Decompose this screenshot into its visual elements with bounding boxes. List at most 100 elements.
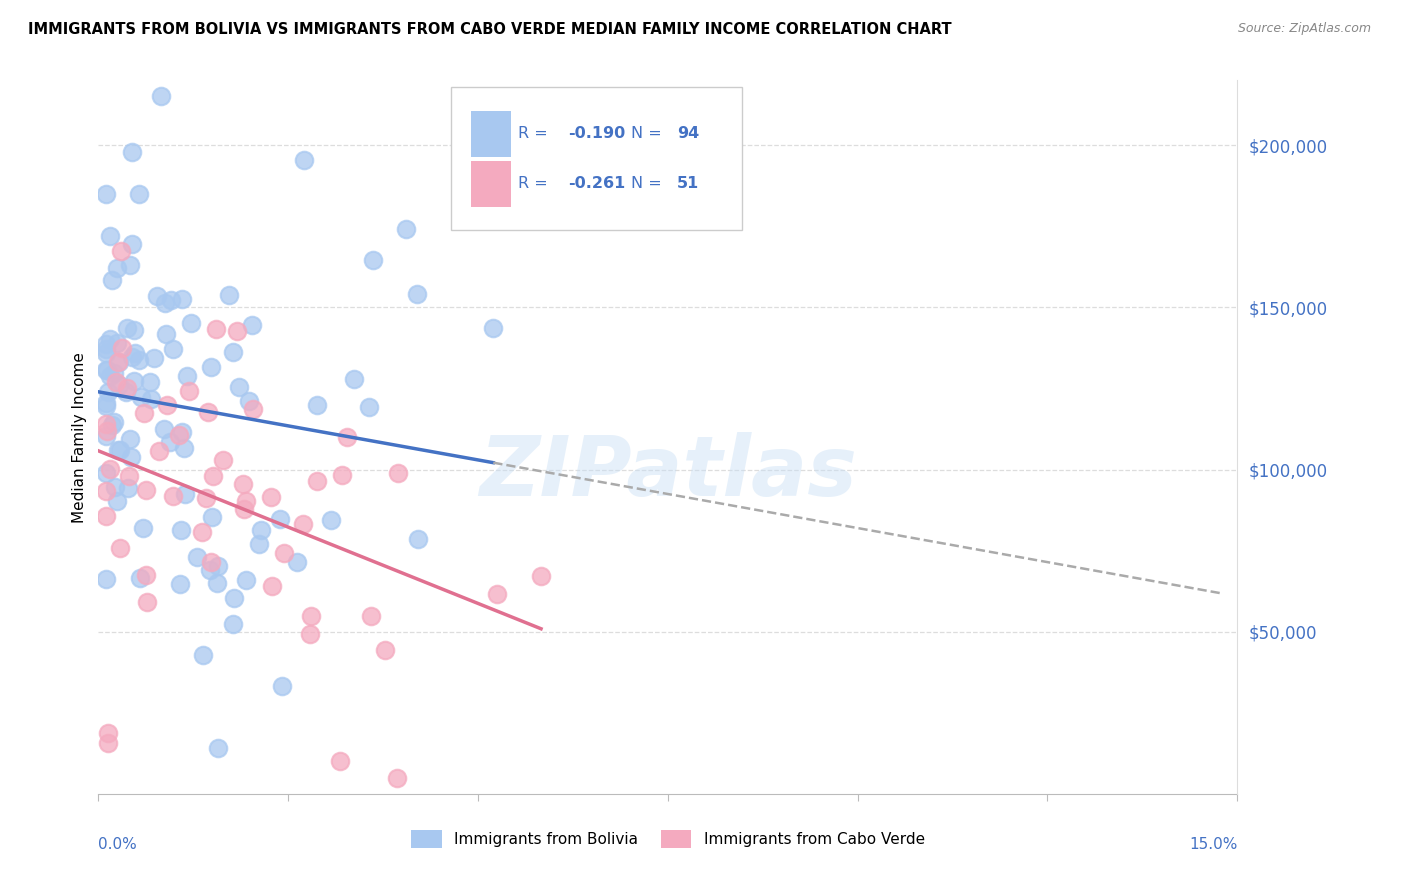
Point [343,372,366,386]
Point [94,466,117,480]
Point [94,337,117,351]
Point [336,430,359,444]
Point [170,293,193,307]
Point [200,359,222,374]
Point [202,468,225,483]
Point [94,342,117,356]
Point [195,491,218,505]
Point [108,541,131,555]
Point [135,567,157,582]
Point [135,483,157,498]
Point [405,286,427,301]
Point [103,366,125,380]
Point [222,616,245,631]
Point [159,293,181,307]
Point [387,467,409,481]
Point [270,679,292,693]
Y-axis label: Median Family Income: Median Family Income [72,351,87,523]
Legend: Immigrants from Bolivia, Immigrants from Cabo Verde: Immigrants from Bolivia, Immigrants from… [405,824,931,854]
Point [121,350,143,364]
Point [204,321,226,335]
Point [94,400,117,414]
Point [107,442,129,457]
Point [235,573,257,587]
Point [329,754,352,768]
Point [98,332,121,346]
Point [114,385,136,400]
Point [105,494,128,508]
Point [98,462,121,476]
Point [96,362,118,376]
Point [96,424,118,438]
Point [101,273,124,287]
Point [307,398,329,412]
Point [298,627,321,641]
Point [250,523,273,537]
Point [107,378,129,392]
Point [111,341,134,355]
Point [235,493,257,508]
Point [224,591,246,605]
FancyBboxPatch shape [471,161,510,207]
FancyBboxPatch shape [471,111,510,157]
Point [128,187,150,202]
Point [94,395,117,409]
Point [319,512,342,526]
Point [103,415,125,429]
Point [242,401,264,416]
Point [292,516,315,531]
Point [173,441,195,455]
Point [97,736,120,750]
Point [124,346,146,360]
Point [305,475,328,489]
Point [170,523,193,537]
Point [132,406,155,420]
Point [108,442,131,457]
Point [141,392,163,406]
Point [97,384,120,399]
Point [207,559,229,574]
Point [167,428,190,442]
Point [121,145,143,159]
Point [98,368,121,383]
Point [191,524,214,539]
Point [530,569,553,583]
Point [330,467,353,482]
Text: IMMIGRANTS FROM BOLIVIA VS IMMIGRANTS FROM CABO VERDE MEDIAN FAMILY INCOME CORRE: IMMIGRANTS FROM BOLIVIA VS IMMIGRANTS FR… [28,22,952,37]
Point [485,587,508,601]
Point [101,418,124,433]
Point [153,422,176,436]
Point [94,573,117,587]
Point [292,153,315,168]
Point [238,394,260,409]
Text: 0.0%: 0.0% [98,837,138,852]
Point [128,352,150,367]
Point [162,342,184,356]
Point [374,643,396,657]
Point [107,355,129,369]
Point [121,237,143,252]
Point [232,476,254,491]
Point [110,244,132,259]
Point [180,316,202,330]
Point [406,532,429,546]
Point [207,741,229,756]
Point [228,380,250,394]
Point [200,555,222,569]
Point [176,369,198,384]
Point [177,384,200,399]
Point [135,595,157,609]
Point [107,355,129,369]
Point [94,417,117,431]
Point [118,259,141,273]
Text: 51: 51 [676,177,699,191]
Text: -0.190: -0.190 [568,127,624,141]
Point [173,487,195,501]
Point [118,468,141,483]
Point [387,771,409,785]
Text: ZIPatlas: ZIPatlas [479,433,856,513]
Point [155,296,177,310]
Point [193,648,215,662]
Point [118,432,141,446]
Point [218,288,240,302]
